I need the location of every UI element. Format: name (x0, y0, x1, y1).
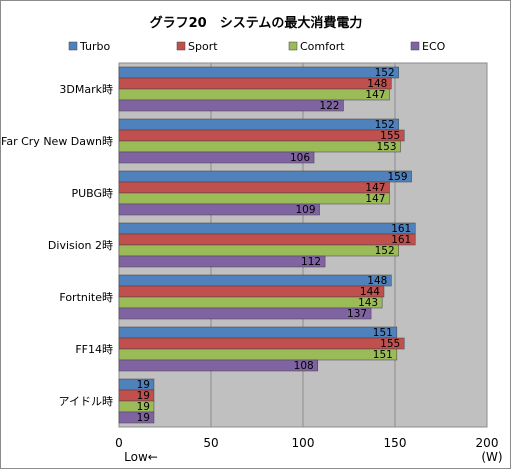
bar-turbo-3 (118, 222, 416, 235)
data-label-comfort-3: 152 (375, 245, 395, 257)
y-axis-labels: 3DMark時 Far Cry New Dawn時 PUBG時 Division 2時… (1, 83, 113, 408)
bar-comfort-5 (118, 348, 398, 361)
category-label-2: PUBG時 (71, 187, 113, 200)
bar-turbo-1 (118, 118, 399, 131)
legend-swatch-turbo (68, 41, 78, 51)
x-tick-label-3: 150 (384, 436, 407, 450)
x-tick-label-1: 50 (203, 436, 218, 450)
data-label-sport-1: 155 (380, 130, 400, 142)
bar-sport-3 (118, 233, 416, 246)
data-label-sport-2: 147 (365, 182, 385, 194)
bar-comfort-1 (118, 140, 401, 153)
bar-eco-0 (118, 99, 344, 112)
bar-sport-4 (118, 285, 385, 298)
data-label-eco-0: 122 (319, 100, 339, 112)
legend-swatch-comfort (288, 41, 298, 51)
legend: Turbo Sport Comfort ECO (68, 40, 446, 53)
data-label-eco-3: 112 (301, 256, 321, 268)
x-tick-label-2: 100 (292, 436, 315, 450)
bar-eco-5 (118, 359, 318, 372)
data-label-turbo-0: 152 (375, 67, 395, 79)
data-label-sport-6: 19 (137, 390, 150, 402)
bar-turbo-0 (118, 66, 399, 79)
x-tick-label-0: 0 (115, 436, 123, 450)
bars: 1521481471221521551531061591471471091611… (118, 66, 416, 424)
data-label-turbo-3: 161 (391, 223, 411, 235)
legend-label-turbo: Turbo (79, 40, 111, 53)
bar-sport-1 (118, 129, 405, 142)
data-label-comfort-1: 153 (376, 141, 396, 153)
bar-eco-3 (118, 255, 326, 268)
bar-comfort-3 (118, 244, 399, 257)
data-label-sport-4: 144 (360, 286, 380, 298)
data-label-eco-1: 106 (290, 152, 310, 164)
x-low-label: Low← (124, 450, 158, 464)
category-label-4: Fortnite時 (59, 291, 113, 304)
data-label-comfort-0: 147 (365, 89, 385, 101)
data-label-eco-2: 109 (296, 204, 316, 216)
data-label-comfort-5: 151 (373, 349, 393, 361)
data-label-comfort-4: 143 (358, 297, 378, 309)
bar-turbo-2 (118, 170, 412, 183)
legend-label-eco: ECO (422, 40, 446, 53)
bar-eco-1 (118, 151, 315, 164)
data-label-turbo-6: 19 (137, 379, 150, 391)
legend-swatch-eco (410, 41, 420, 51)
bar-eco-2 (118, 203, 320, 216)
bar-eco-4 (118, 307, 372, 320)
bar-comfort-2 (118, 192, 390, 205)
data-label-eco-6: 19 (137, 412, 150, 424)
bar-sport-0 (118, 77, 392, 90)
category-label-0: 3DMark時 (59, 83, 113, 96)
legend-label-comfort: Comfort (300, 40, 345, 53)
data-label-comfort-2: 147 (365, 193, 385, 205)
data-label-turbo-5: 151 (373, 327, 393, 339)
category-label-1: Far Cry New Dawn時 (1, 135, 113, 148)
chart-title: グラフ20 システムの最大消費電力 (150, 15, 363, 31)
legend-swatch-sport (176, 41, 186, 51)
data-label-turbo-2: 159 (388, 171, 408, 183)
bar-sport-5 (118, 337, 405, 350)
x-unit-label: (W) (481, 450, 502, 464)
legend-label-sport: Sport (188, 40, 218, 53)
bar-eco-6 (118, 411, 155, 424)
bar-comfort-0 (118, 88, 390, 101)
x-tick-label-4: 200 (476, 436, 499, 450)
data-label-comfort-6: 19 (137, 401, 150, 413)
data-label-sport-5: 155 (380, 338, 400, 350)
bar-comfort-4 (118, 296, 383, 309)
data-label-eco-4: 137 (347, 308, 367, 320)
category-label-3: Division 2時 (48, 239, 113, 252)
category-label-6: アイドル時 (59, 395, 113, 408)
data-label-turbo-1: 152 (375, 119, 395, 131)
data-label-sport-3: 161 (391, 234, 411, 246)
bar-sport-2 (118, 181, 390, 194)
data-label-turbo-4: 148 (367, 275, 387, 287)
category-label-5: FF14時 (75, 343, 113, 356)
bar-turbo-4 (118, 274, 392, 287)
data-label-sport-0: 148 (367, 78, 387, 90)
x-axis-labels: 0 50 100 150 200 (115, 436, 498, 450)
data-label-eco-5: 108 (294, 360, 314, 372)
bar-turbo-5 (118, 326, 398, 339)
